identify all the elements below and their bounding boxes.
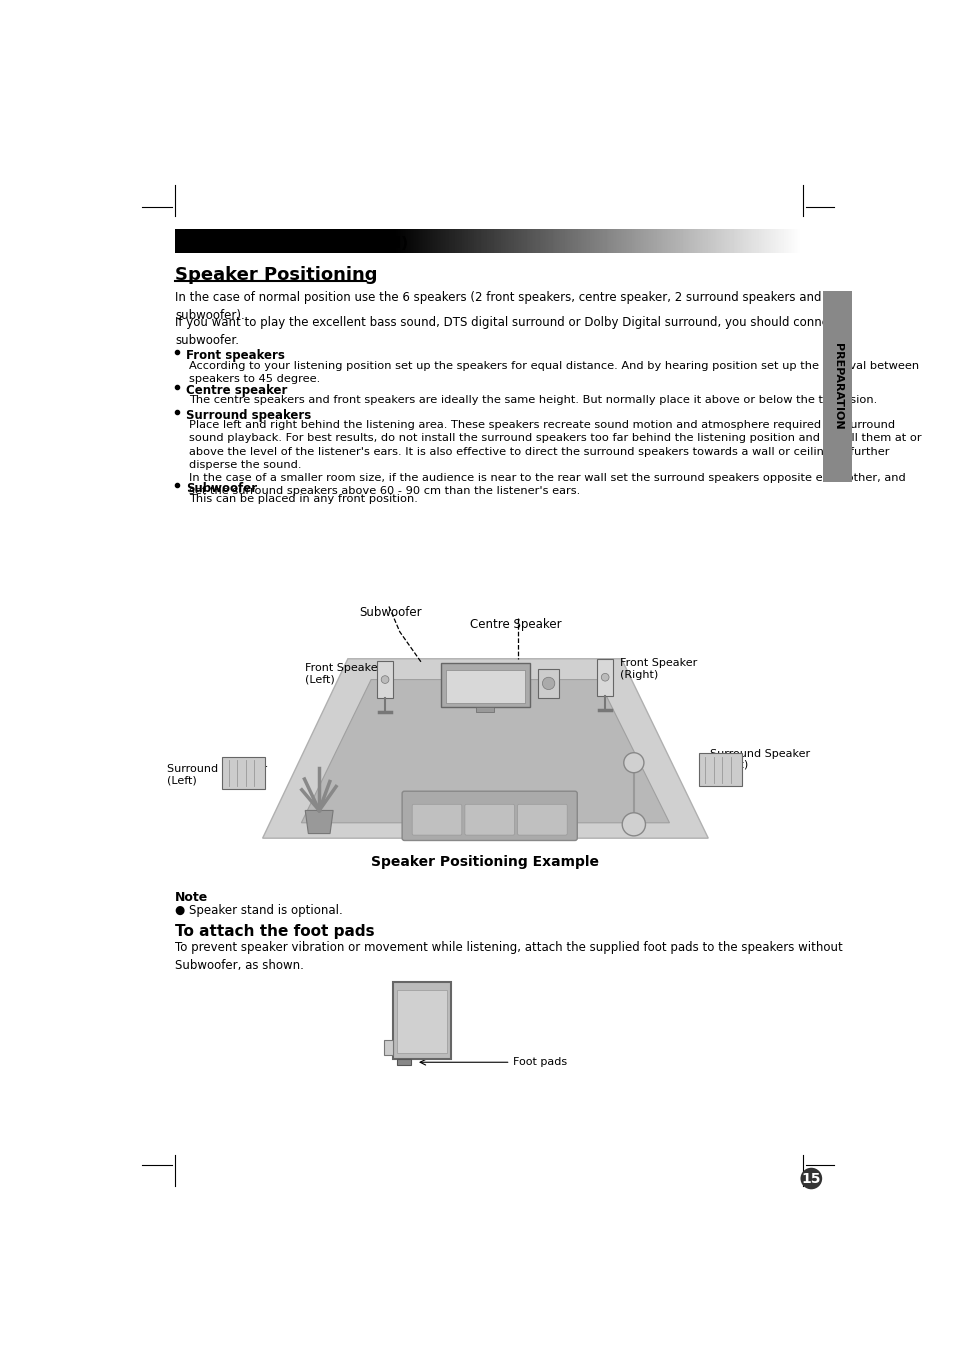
Polygon shape — [305, 811, 333, 834]
Text: Front Speaker
(Right): Front Speaker (Right) — [619, 658, 697, 680]
Bar — [476, 708, 494, 712]
Bar — [537, 669, 558, 698]
Circle shape — [600, 673, 608, 681]
Polygon shape — [301, 680, 669, 823]
Text: Surround Speaker
(Left): Surround Speaker (Left) — [167, 765, 267, 786]
Text: Speaker Positioning: Speaker Positioning — [174, 266, 377, 284]
Text: Centre Speaker: Centre Speaker — [469, 617, 560, 631]
Bar — [383, 1040, 393, 1055]
Bar — [445, 670, 525, 703]
Text: Centre speaker: Centre speaker — [186, 384, 287, 397]
Text: Note: Note — [174, 890, 208, 904]
Text: This can be placed in any front position.: This can be placed in any front position… — [189, 493, 417, 504]
Text: If you want to play the excellent bass sound, DTS digital surround or Dolby Digi: If you want to play the excellent bass s… — [174, 316, 850, 347]
Text: According to your listening position set up the speakers for equal distance. And: According to your listening position set… — [189, 361, 918, 384]
Bar — [393, 982, 451, 1059]
Circle shape — [621, 813, 645, 836]
Text: Place left and right behind the listening area. These speakers recreate sound mo: Place left and right behind the listenin… — [189, 420, 921, 496]
Bar — [396, 990, 447, 1052]
Text: 15: 15 — [801, 1171, 821, 1186]
Text: Surround speakers: Surround speakers — [186, 409, 311, 422]
Bar — [377, 661, 393, 698]
Bar — [222, 757, 265, 789]
Text: Surround Speaker
(Right): Surround Speaker (Right) — [709, 748, 809, 770]
Text: To attach the foot pads: To attach the foot pads — [174, 924, 375, 939]
Text: Front speakers: Front speakers — [186, 349, 285, 362]
Bar — [440, 662, 530, 708]
Text: ● Speaker stand is optional.: ● Speaker stand is optional. — [174, 904, 342, 916]
Bar — [699, 754, 740, 786]
Text: The centre speakers and front speakers are ideally the same height. But normally: The centre speakers and front speakers a… — [189, 396, 877, 405]
Text: Connections (Continued): Connections (Continued) — [184, 236, 408, 251]
Circle shape — [800, 1167, 821, 1189]
FancyBboxPatch shape — [402, 792, 577, 840]
Text: To prevent speaker vibration or movement while listening, attach the supplied fo: To prevent speaker vibration or movement… — [174, 942, 841, 971]
Text: Speaker Positioning Example: Speaker Positioning Example — [371, 855, 598, 869]
FancyBboxPatch shape — [464, 804, 514, 835]
Circle shape — [542, 677, 555, 689]
Text: Subwoofer: Subwoofer — [186, 482, 256, 494]
Bar — [396, 1059, 410, 1066]
Text: Front Speaker
(Left): Front Speaker (Left) — [305, 662, 382, 684]
Text: Foot pads: Foot pads — [513, 1058, 566, 1067]
Circle shape — [623, 753, 643, 773]
Text: Subwoofer: Subwoofer — [359, 607, 421, 619]
Text: PREPARATION: PREPARATION — [832, 343, 841, 430]
Circle shape — [381, 676, 389, 684]
Bar — [597, 659, 612, 696]
Text: In the case of normal position use the 6 speakers (2 front speakers, centre spea: In the case of normal position use the 6… — [174, 292, 821, 322]
Bar — [822, 292, 852, 482]
Polygon shape — [262, 659, 707, 838]
FancyBboxPatch shape — [517, 804, 567, 835]
FancyBboxPatch shape — [412, 804, 461, 835]
